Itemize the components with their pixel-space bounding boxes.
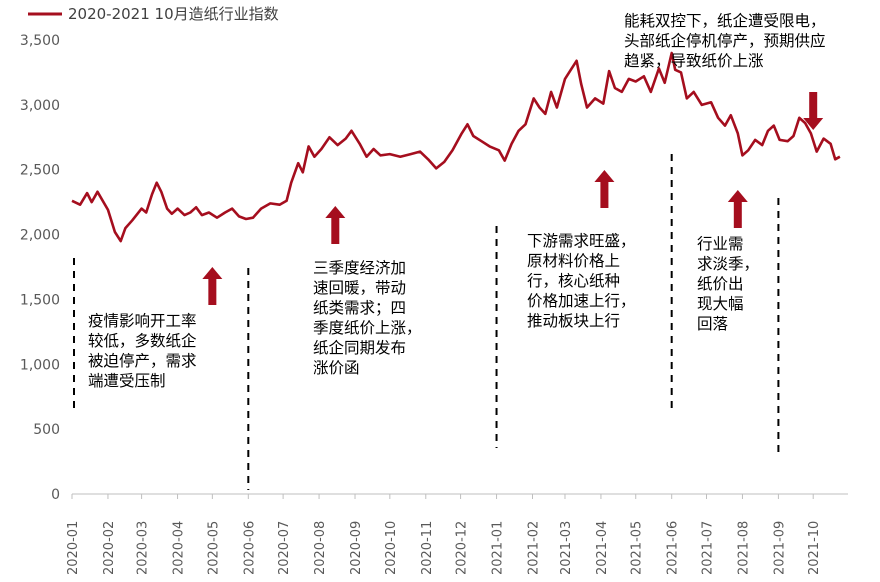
x-tick-label: 2021-10	[807, 521, 822, 575]
annotation-q3-recovery: 三季度经济加 速回暖，带动 纸类需求；四 季度纸价上涨， 纸企同期发布 涨价函	[313, 259, 422, 377]
arrow-up-icon	[594, 170, 615, 208]
x-tick-label: 2020-01	[66, 521, 81, 575]
x-axis: 2020-01 2020-02 2020-03 2020-04 2020-05 2020-…	[66, 493, 848, 575]
y-tick-label: 0	[51, 487, 60, 503]
annotation-covid: 疫情影响开工率 较低，多数纸企 被迫停产，需求 端遭受压制	[88, 312, 197, 390]
x-tick-label: 2020-10	[384, 521, 399, 575]
arrow-down-icon	[803, 92, 824, 130]
x-tick-label: 2021-09	[772, 521, 787, 575]
x-tick-label: 2021-06	[666, 521, 681, 575]
arrow-up-icon	[202, 267, 223, 305]
x-tick-label: 2020-07	[277, 521, 292, 575]
x-tick-label: 2021-01	[491, 521, 506, 575]
y-tick-label: 3,000	[20, 98, 60, 114]
x-tick-label: 2020-05	[206, 521, 221, 575]
x-tick-label: 2021-05	[630, 521, 645, 575]
legend: 2020-2021 10月造纸行业指数	[28, 5, 279, 23]
series-line	[71, 51, 841, 243]
x-tick-label: 2021-03	[559, 521, 574, 575]
arrow-up-icon	[727, 190, 748, 228]
x-tick-label: 2020-09	[349, 521, 364, 575]
x-tick-label: 2020-12	[455, 521, 470, 575]
x-tick-label: 2020-02	[102, 521, 117, 575]
x-tick-label: 2021-04	[595, 521, 610, 575]
x-tick-label: 2020-03	[136, 521, 151, 575]
x-tick-label: 2020-11	[420, 521, 435, 575]
y-tick-label: 3,500	[20, 33, 60, 49]
x-tick-label: 2021-07	[700, 521, 715, 575]
y-tick-label: 2,000	[20, 228, 60, 244]
annotation-arrows	[202, 92, 824, 305]
y-tick-label: 2,500	[20, 163, 60, 179]
x-tick-label: 2021-02	[526, 521, 541, 575]
x-tick-label: 2021-08	[736, 521, 751, 575]
legend-label: 2020-2021 10月造纸行业指数	[68, 5, 279, 23]
arrow-up-icon	[325, 206, 346, 244]
x-tick-label: 2020-06	[242, 521, 257, 575]
y-axis: 0 500 1,000 1,500 2,000 2,500 3,000 3,500	[20, 33, 60, 503]
annotation-off-season: 行业需 求淡季， 纸价出 现大幅 回落	[697, 235, 760, 333]
y-tick-label: 500	[33, 422, 60, 438]
x-tick-label: 2020-08	[313, 521, 328, 575]
annotation-demand-boom: 下游需求旺盛， 原材料价格上 行，核心纸种 价格加速上行， 推动板块上行	[527, 232, 636, 330]
y-tick-label: 1,000	[20, 357, 60, 373]
y-tick-label: 1,500	[20, 292, 60, 308]
period-dividers	[73, 154, 780, 490]
annotation-energy-control: 能耗双控下，纸企遭受限电， 头部纸企停机停产，预期供应 趋紧，导致纸价上涨	[624, 12, 826, 70]
x-tick-label: 2020-04	[172, 521, 187, 575]
